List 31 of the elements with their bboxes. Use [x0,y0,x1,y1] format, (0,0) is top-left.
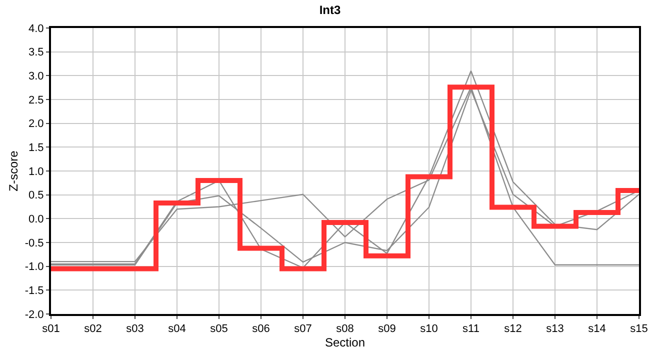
y-tick-label: 3.5 [28,46,44,59]
x-tick-label: s05 [210,323,228,336]
y-tick-label: 2.0 [28,118,44,130]
y-tick-label: 1.0 [28,166,44,178]
x-axis-title: Section [324,336,366,350]
x-tick-label: s15 [630,323,648,336]
x-tick-label: s01 [42,323,60,336]
x-tick-label: s07 [294,323,312,336]
y-tick-label: -1.5 [24,285,44,298]
x-tick-label: s08 [336,323,354,336]
y-tick-label: 0.0 [28,214,44,226]
y-tick-label: -2.0 [24,308,44,321]
x-tick-label: s14 [588,323,606,336]
x-tick-label: s06 [252,323,270,336]
x-tick-label: s10 [420,323,438,336]
x-tick-label: s02 [84,323,102,336]
chart-title: Int3 [319,2,341,17]
y-tick-label: 1.5 [28,142,44,154]
x-tick-label: s11 [462,323,480,336]
x-tick-label: s12 [504,323,522,336]
y-tick-label: 2.5 [28,94,44,106]
x-tick-label: s09 [378,323,396,336]
y-tick-label: 3.0 [28,70,44,83]
x-tick-label: s13 [546,323,564,336]
x-tick-label: s03 [126,323,144,336]
y-tick-label: 0.5 [28,190,44,202]
y-tick-label: -0.5 [24,237,44,250]
y-tick-label: 4.0 [28,22,44,35]
y-tick-label: -1.0 [24,261,44,274]
y-axis-title: Z-score [6,150,21,192]
x-tick-label: s04 [168,323,186,336]
